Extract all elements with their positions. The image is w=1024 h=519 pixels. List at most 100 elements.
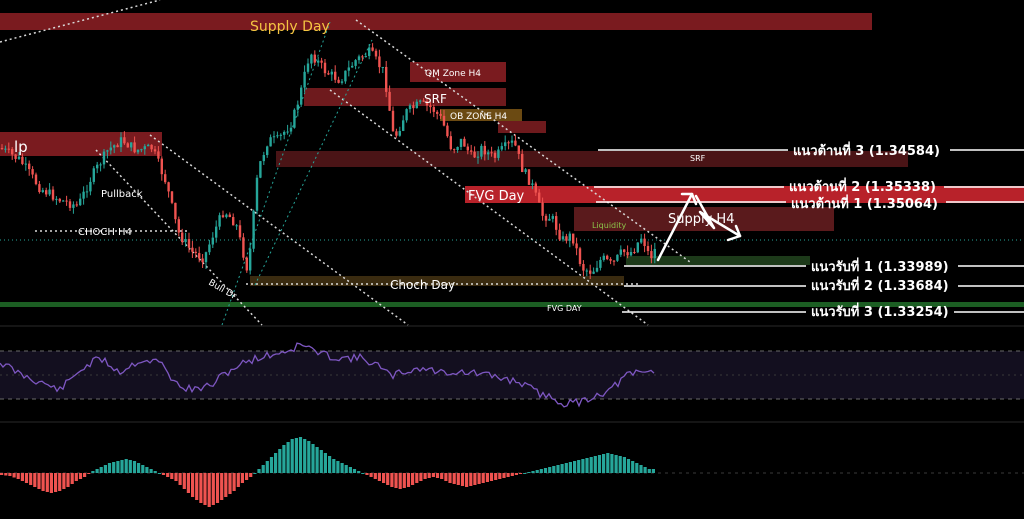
histogram-bar <box>332 459 336 473</box>
arrow-down-path <box>694 194 742 238</box>
histogram-bar <box>236 473 240 487</box>
histogram-bar <box>589 457 593 473</box>
level-resistance-2-label: แนวต้านที่ 2 (1.35338) <box>789 177 936 195</box>
candle-body <box>194 251 197 254</box>
histogram-bar <box>211 473 215 505</box>
histogram-bar <box>452 473 456 484</box>
candle-body <box>7 148 10 150</box>
trendlines-layer <box>0 0 691 326</box>
lp-label: lp <box>14 138 28 156</box>
histogram-bar <box>647 469 651 473</box>
candle-body <box>402 120 405 131</box>
histogram-bar <box>95 469 99 473</box>
candle-body <box>72 204 75 208</box>
uptrend-channel <box>221 21 373 326</box>
histogram-bar <box>311 444 315 473</box>
histogram-bar <box>618 456 622 473</box>
histogram-bar <box>70 473 74 484</box>
candle-body <box>272 136 276 138</box>
srf-small-label: SRF <box>690 154 706 163</box>
arrow-up-head <box>680 192 698 206</box>
candle-body <box>58 198 61 202</box>
histogram-bar <box>448 473 452 483</box>
candle-body <box>276 135 279 137</box>
histogram-bar <box>166 473 170 477</box>
candle-body <box>140 149 143 151</box>
histogram-bar <box>199 473 203 503</box>
candle-body <box>510 140 514 143</box>
histogram-bar <box>402 473 406 488</box>
candle-body <box>527 169 531 185</box>
histogram-bar <box>568 462 572 473</box>
uptrend-line-1 <box>221 21 331 326</box>
candle-body <box>113 145 116 148</box>
candle-body <box>215 226 218 238</box>
candle-body <box>170 191 174 203</box>
candle-body <box>463 138 466 147</box>
candle-body <box>439 113 442 116</box>
histogram-bar <box>415 473 419 483</box>
histogram-bar <box>315 447 319 473</box>
histogram-bar <box>626 459 631 473</box>
histogram-bar <box>20 473 24 481</box>
candle-body <box>160 158 163 175</box>
candle-body <box>466 146 469 151</box>
candle-body <box>344 70 347 82</box>
histogram-bar <box>103 465 107 473</box>
histogram-bar <box>573 461 577 473</box>
candle-body <box>412 105 415 109</box>
candle-body <box>286 131 289 133</box>
candle-body <box>640 238 643 243</box>
candle-body <box>575 243 578 249</box>
histogram-bar <box>240 473 244 483</box>
histogram-bar <box>99 467 103 473</box>
fvg-day-top-label: FVG Day <box>468 189 525 204</box>
projection-arrows <box>656 192 742 262</box>
candle-body <box>493 152 497 158</box>
candle-body <box>612 260 616 262</box>
fvg-day-top-zone <box>465 186 1024 203</box>
histogram-bar <box>622 457 626 473</box>
candle-body <box>561 236 565 240</box>
candle-body <box>334 71 337 80</box>
candle-body <box>208 244 211 253</box>
histogram-bar <box>365 473 369 475</box>
candle-body <box>422 100 425 102</box>
histogram-bar <box>473 473 477 485</box>
candle-body <box>4 148 7 150</box>
candle-body <box>487 152 490 155</box>
histogram-bar <box>303 439 307 473</box>
histogram-bar <box>352 469 357 473</box>
histogram-pane[interactable] <box>0 437 1024 507</box>
candle-body <box>296 104 299 110</box>
candle-body <box>490 152 493 154</box>
candle-body <box>269 137 272 147</box>
rsi-pane[interactable] <box>0 342 1024 408</box>
candle-body <box>262 155 265 162</box>
candle-body <box>191 247 194 252</box>
candle-body <box>351 65 354 68</box>
candle-body <box>259 161 262 178</box>
histogram-bar <box>427 473 431 478</box>
histogram-bar <box>602 454 606 473</box>
histogram-bar <box>639 465 643 473</box>
histogram-bar <box>62 473 66 489</box>
candle-body <box>470 150 473 152</box>
histogram-bar <box>631 461 635 473</box>
candle-body <box>500 146 503 150</box>
histogram-bar <box>606 453 610 473</box>
candle-body <box>136 149 140 153</box>
candle-body <box>177 219 180 233</box>
candle-body <box>524 169 527 173</box>
candle-body <box>436 111 439 114</box>
histogram-bar <box>581 459 585 473</box>
histogram-bar <box>137 463 141 473</box>
candle-body <box>609 259 612 261</box>
histogram-bar <box>319 450 323 473</box>
histogram-bar <box>369 473 373 477</box>
candle-body <box>626 252 629 256</box>
candle-body <box>235 225 238 227</box>
histogram-bar <box>0 473 4 475</box>
candle-body <box>82 191 85 199</box>
